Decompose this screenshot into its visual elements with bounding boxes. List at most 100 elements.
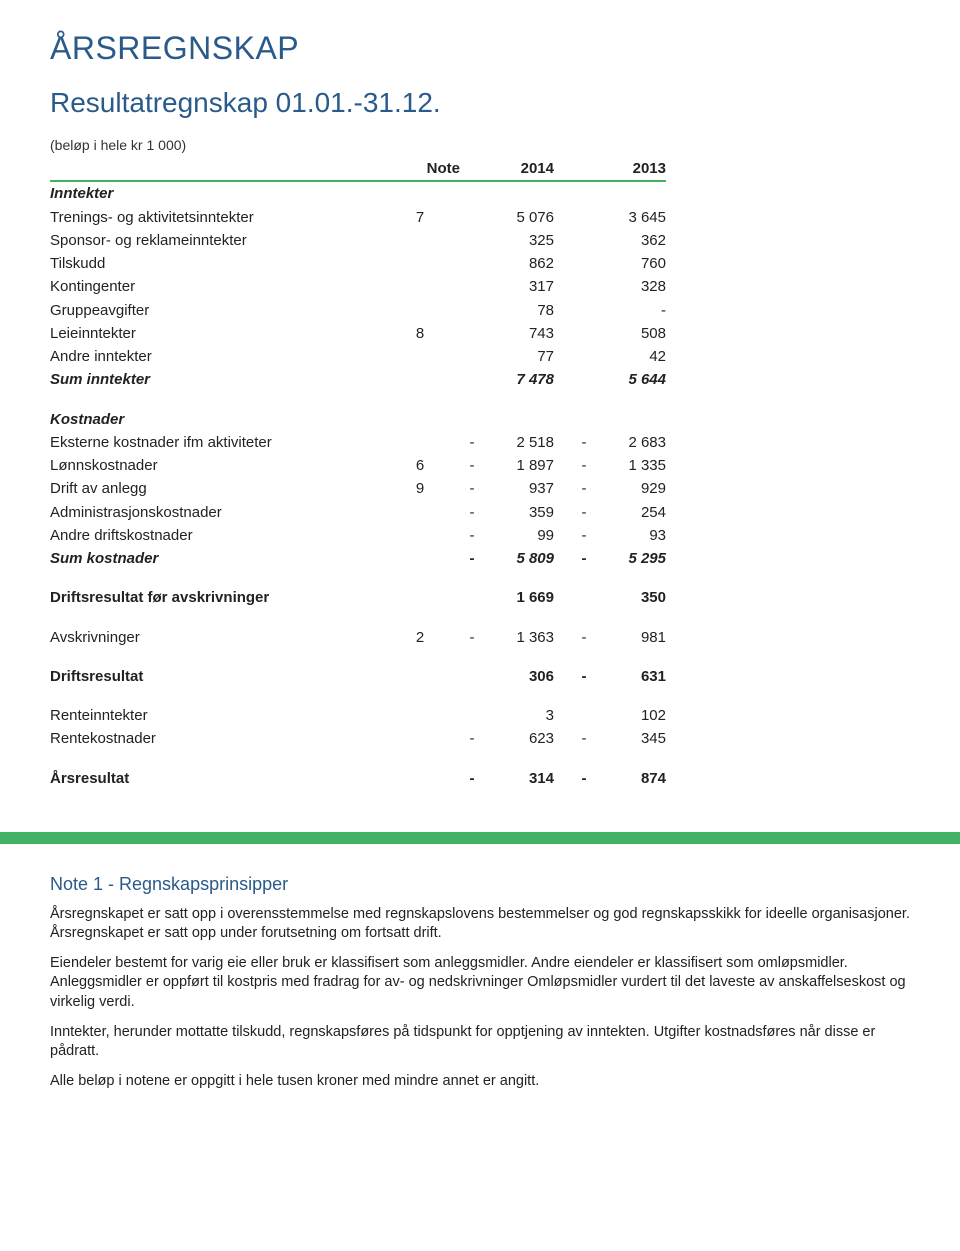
row-label: Driftsresultat <box>50 665 380 688</box>
row-sign <box>572 299 596 322</box>
row-note <box>380 704 460 727</box>
row-sign: - <box>460 547 484 570</box>
row-note <box>380 368 460 391</box>
row-sign: - <box>460 454 484 477</box>
row-sign <box>572 229 596 252</box>
note-body: Årsregnskapet er satt opp i overensstemm… <box>50 905 910 1092</box>
row-label: Lønnskostnader <box>50 454 380 477</box>
section-inntekter: Inntekter <box>50 181 666 205</box>
row-note <box>380 345 460 368</box>
row-val-2013: 42 <box>596 345 666 368</box>
note-title: Note 1 - Regnskapsprinsipper <box>50 874 910 895</box>
row-sign: - <box>572 626 596 649</box>
row-sign: - <box>572 477 596 500</box>
row-sign <box>572 275 596 298</box>
row-sign <box>460 206 484 229</box>
row-note: 7 <box>380 206 460 229</box>
row-val-2013: 874 <box>596 767 666 790</box>
table-row: Administrasjonskostnader - 359 - 254 <box>50 501 666 524</box>
row-label: Kontingenter <box>50 275 380 298</box>
row-sign: - <box>460 477 484 500</box>
row-val-2014: 862 <box>484 252 554 275</box>
section-label: Kostnader <box>50 408 380 431</box>
row-label: Trenings- og aktivitetsinntekter <box>50 206 380 229</box>
row-label: Sum kostnader <box>50 547 380 570</box>
row-val-2014: 623 <box>484 727 554 750</box>
row-sign: - <box>572 431 596 454</box>
row-val-2014: 743 <box>484 322 554 345</box>
table-row-sum: Sum inntekter 7 478 5 644 <box>50 368 666 391</box>
row-val-2014: 78 <box>484 299 554 322</box>
table-row: Kontingenter 317 328 <box>50 275 666 298</box>
table-row: Leieinntekter 8 743 508 <box>50 322 666 345</box>
col-2013: 2013 <box>596 157 666 181</box>
row-val-2014: 2 518 <box>484 431 554 454</box>
row-label: Andre driftskostnader <box>50 524 380 547</box>
row-label: Andre inntekter <box>50 345 380 368</box>
row-val-2013: 254 <box>596 501 666 524</box>
row-sign: - <box>572 454 596 477</box>
row-sign: - <box>572 665 596 688</box>
row-note <box>380 524 460 547</box>
row-val-2014: 306 <box>484 665 554 688</box>
col-2014: 2014 <box>484 157 554 181</box>
row-sign: - <box>460 626 484 649</box>
income-statement-table: Note 2014 2013 Inntekter Trenings- og ak… <box>50 157 666 790</box>
row-val-2014: 1 897 <box>484 454 554 477</box>
row-val-2013: 760 <box>596 252 666 275</box>
row-label: Avskrivninger <box>50 626 380 649</box>
table-row: Drift av anlegg 9 - 937 - 929 <box>50 477 666 500</box>
table-header-row: Note 2014 2013 <box>50 157 666 181</box>
row-note <box>380 727 460 750</box>
row-note <box>380 586 460 609</box>
row-label: Renteinntekter <box>50 704 380 727</box>
row-note: 6 <box>380 454 460 477</box>
row-note <box>380 501 460 524</box>
row-label: Sponsor- og reklameinntekter <box>50 229 380 252</box>
divider-bar <box>0 832 960 844</box>
row-val-2014: 1 363 <box>484 626 554 649</box>
row-sign <box>572 322 596 345</box>
table-row-result: Driftsresultat før avskrivninger 1 669 3… <box>50 586 666 609</box>
table-row: Tilskudd 862 760 <box>50 252 666 275</box>
row-sign <box>460 665 484 688</box>
row-sign <box>460 345 484 368</box>
row-val-2014: 314 <box>484 767 554 790</box>
table-row-result: Driftsresultat 306 - 631 <box>50 665 666 688</box>
table-row: Lønnskostnader 6 - 1 897 - 1 335 <box>50 454 666 477</box>
note-paragraph: Inntekter, herunder mottatte tilskudd, r… <box>50 1023 910 1062</box>
page-title: ÅRSREGNSKAP <box>50 30 910 67</box>
row-val-2013: 102 <box>596 704 666 727</box>
row-sign <box>460 252 484 275</box>
row-val-2013: 929 <box>596 477 666 500</box>
row-label: Eksterne kostnader ifm aktiviteter <box>50 431 380 454</box>
row-val-2014: 3 <box>484 704 554 727</box>
row-val-2013: 3 645 <box>596 206 666 229</box>
row-note <box>380 275 460 298</box>
row-note: 9 <box>380 477 460 500</box>
row-sign: - <box>460 524 484 547</box>
note-paragraph: Årsregnskapet er satt opp i overensstemm… <box>50 905 910 944</box>
row-label: Driftsresultat før avskrivninger <box>50 586 380 609</box>
row-sign: - <box>572 501 596 524</box>
row-val-2014: 325 <box>484 229 554 252</box>
row-sign: - <box>572 767 596 790</box>
row-val-2014: 5 809 <box>484 547 554 570</box>
section-title: Resultatregnskap 01.01.-31.12. <box>50 87 910 119</box>
row-sign <box>460 275 484 298</box>
row-sign <box>460 299 484 322</box>
table-row: Renteinntekter 3 102 <box>50 704 666 727</box>
row-label: Tilskudd <box>50 252 380 275</box>
row-note <box>380 665 460 688</box>
row-val-2013: 2 683 <box>596 431 666 454</box>
table-row: Andre driftskostnader - 99 - 93 <box>50 524 666 547</box>
row-val-2014: 5 076 <box>484 206 554 229</box>
row-note <box>380 299 460 322</box>
row-val-2013: 981 <box>596 626 666 649</box>
row-note <box>380 547 460 570</box>
row-val-2014: 7 478 <box>484 368 554 391</box>
table-row: Avskrivninger 2 - 1 363 - 981 <box>50 626 666 649</box>
row-label: Leieinntekter <box>50 322 380 345</box>
row-note <box>380 229 460 252</box>
row-note: 8 <box>380 322 460 345</box>
